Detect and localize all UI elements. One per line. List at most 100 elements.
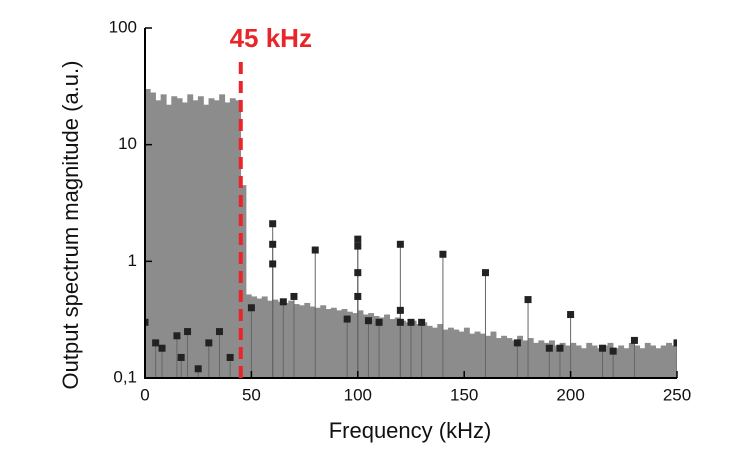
spectrum-bar [235,100,242,378]
spectrum-bar [549,340,555,378]
marker [354,242,362,250]
marker [396,318,404,326]
spectrum-bar [405,322,412,378]
spectrum-bar [373,315,380,378]
spectrum-bar [671,345,677,378]
spectrum-bar [261,296,268,378]
x-tick-label: 200 [556,385,584,404]
marker [226,353,234,361]
x-tick-label: 100 [344,385,372,404]
harmonic-point [205,339,213,378]
spectrum-bar [586,342,593,378]
spectrum-bar [469,333,476,378]
marker [152,339,160,347]
spectrum-bar [362,314,369,378]
spectrum-bar [431,327,438,378]
harmonic-point [290,292,298,378]
spectrum-bar [501,335,508,378]
x-axis-label: Frequency (kHz) [329,418,492,443]
marker [290,292,298,300]
spectrum-bar [453,329,460,378]
spectrum-bar [277,301,284,378]
spectrum-bar [533,342,539,378]
marker [311,246,319,254]
spectrum-bar [267,300,273,378]
marker [609,347,617,355]
spectrum-bar [192,100,199,378]
spectrum-bar [272,299,279,378]
harmonic-point [375,318,383,378]
spectrum-bar [458,331,465,378]
spectrum-bar [426,325,433,378]
harmonic-point [418,318,426,378]
spectrum-bar [245,294,252,378]
spectrum-bar [410,320,417,378]
harmonic-point [439,250,447,378]
spectrum-bar [564,345,571,378]
harmonic-point [599,344,607,378]
spectrum-bar [378,317,385,378]
marker [481,269,489,277]
marker [439,250,447,258]
harmonic-point [407,318,415,378]
spectrum-bar [293,304,300,378]
marker [599,344,607,352]
spectrum-bar [357,310,364,378]
spectrum-bar [336,310,343,378]
spectrum-bar [660,345,667,378]
spectrum-bar [644,342,651,378]
marker [364,317,372,325]
spectrum-bar [240,185,247,378]
harmonic-point [396,318,404,378]
marker [269,260,277,268]
spectrum-bar [623,348,630,378]
spectrum-bar [618,345,625,378]
spectrum-bar [628,342,635,378]
marker [215,328,223,336]
marker [194,365,202,373]
spectrum-bar [517,335,524,378]
spectrum-bar [213,100,220,378]
spectrum-bar [160,94,167,378]
spectrum-bar [474,331,481,378]
harmonic-point [158,344,166,378]
harmonic-point [609,347,617,378]
harmonic-point [567,311,575,378]
spectrum-bar [447,327,454,378]
spectrum-bar [203,104,210,378]
y-tick-label: 100 [109,17,137,36]
spectrum-bar [224,102,231,378]
spectrum-bar [171,96,178,378]
spectrum-bar [389,319,396,378]
spectrum-bar [442,329,449,378]
x-tick-label: 0 [140,385,149,404]
marker [205,339,213,347]
spectrum-bar [650,345,657,378]
spectrum-bar [288,300,295,378]
marker [545,344,553,352]
spectrum-bar [416,324,422,378]
spectrum-bar [666,342,672,378]
harmonic-point [556,344,564,378]
marker [630,336,638,344]
spectrum-bar [655,348,662,378]
spectrum-bar [639,348,646,378]
spectrum-bar [559,342,566,378]
marker [524,296,532,304]
marker [354,292,362,300]
marker [375,318,383,326]
harmonic-point [247,304,255,378]
harmonic-point [630,336,638,378]
marker [418,318,426,326]
y-tick-label: 10 [118,134,137,153]
marker [673,339,677,347]
marker [407,318,415,326]
harmonic-point [215,328,223,378]
marker [567,311,575,319]
spectrum-bar [219,94,226,378]
x-tick-label: 150 [450,385,478,404]
spectrum-bar [554,345,561,378]
harmonic-point [673,339,677,378]
harmonic-point [184,328,192,378]
